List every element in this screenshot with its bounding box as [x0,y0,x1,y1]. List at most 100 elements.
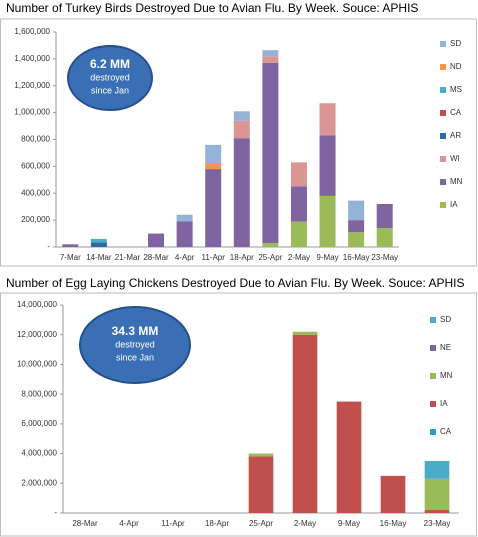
y-tick-label: 1,200,000 [14,81,50,90]
bar-segment [424,478,450,511]
legend-swatch [440,110,446,116]
bar-segment [205,163,222,170]
y-tick-label: 400,000 [21,188,50,197]
y-tick-label: - [54,508,57,517]
y-tick-label: 800,000 [21,135,50,144]
bar-segment [376,228,393,247]
legend-swatch [430,317,436,323]
annotation-text: since Jan [91,85,129,95]
bar-segment [248,456,274,513]
legend-label: WI [450,154,460,163]
legend-swatch [440,64,446,70]
legend-swatch [430,373,436,379]
x-tick-label: 25-Apr [249,519,273,528]
bar-segment [380,475,406,513]
x-tick-label: 28-Mar [72,519,98,528]
legend-label: MS [450,85,462,94]
y-tick-label: 1,600,000 [14,27,50,36]
x-tick-label: 21-Mar [115,253,141,262]
legend-swatch [440,179,446,185]
bar-segment [348,200,365,221]
legend-label: SD [450,39,461,48]
legend-label: MN [440,371,453,380]
bar-segment [176,221,193,247]
legend-swatch [440,202,446,208]
annotation-text: 34.3 MM [112,324,159,338]
legend-label: MN [450,177,463,186]
bar-segment [348,220,365,233]
bar-segment [262,62,279,243]
x-tick-label: 9-May [338,519,360,528]
bar-segment [290,162,307,187]
x-tick-label: 14-Mar [86,253,112,262]
legend-label: AR [450,131,461,140]
bar-segment [292,331,318,335]
bar-segment [262,56,279,63]
bar-segment [205,169,222,247]
x-tick-label: 28-Mar [143,253,169,262]
annotation-bubble [67,45,153,111]
bar-segment [292,334,318,513]
y-tick-label: 14,000,000 [17,300,58,309]
bar-segment [376,204,393,229]
legend-label: NE [440,343,451,352]
bar-segment [62,244,79,247]
y-tick-label: 10,000,000 [17,360,58,369]
annotation-text: 6.2 MM [90,57,130,71]
x-tick-label: 16-May [380,519,407,528]
x-tick-label: 23-May [424,519,451,528]
x-tick-label: 4-Apr [175,253,195,262]
annotation-text: destroyed [90,72,130,82]
y-tick-label: 12,000,000 [17,330,58,339]
bar-segment [348,232,365,247]
annotation-text: since Jan [116,352,154,362]
y-tick-label: 1,000,000 [14,108,50,117]
y-tick-label: 200,000 [21,215,50,224]
chart-title: Number of Turkey Birds Destroyed Due to … [6,1,418,15]
legend-swatch [440,156,446,162]
x-tick-label: 23-May [371,253,398,262]
bar-segment [290,221,307,247]
x-tick-label: 7-Mar [60,253,81,262]
x-tick-label: 18-Apr [205,519,229,528]
x-tick-label: 4-Apr [119,519,139,528]
y-tick-label: 6,000,000 [21,419,57,428]
bar-segment [176,214,193,222]
legend-label: IA [440,399,448,408]
bar-segment [233,120,250,139]
y-tick-label: 8,000,000 [21,389,57,398]
x-tick-label: 9-May [316,253,338,262]
bar-segment [205,144,222,164]
x-tick-label: 25-Apr [258,253,282,262]
legend-label: SD [440,315,451,324]
bar-segment [90,242,107,247]
legend-label: ND [450,62,462,71]
bar-segment [319,103,336,136]
bar-segment [233,138,250,247]
annotation-bubble [79,306,191,384]
x-tick-label: 11-Apr [161,519,185,528]
bar-segment [424,461,450,479]
x-tick-label: 2-May [294,519,316,528]
bar-segment [424,510,450,513]
bar-segment [262,242,279,247]
legend-swatch [430,401,436,407]
bar-segment [319,135,336,196]
chart-title: Number of Egg Laying Chickens Destroyed … [6,276,464,290]
x-tick-label: 2-May [288,253,310,262]
x-tick-label: 11-Apr [201,253,225,262]
bar-segment [262,50,279,57]
frame [0,292,477,537]
legend-swatch [430,429,436,435]
bar-segment [248,453,274,457]
legend-swatch [440,87,446,93]
bar-segment [290,186,307,222]
y-tick-label: - [47,242,50,251]
annotation-text: destroyed [115,339,155,349]
legend-label: CA [450,108,462,117]
bar-segment [148,233,165,247]
bar-segment [233,111,250,121]
x-tick-label: 16-May [343,253,370,262]
y-tick-label: 1,400,000 [14,54,50,63]
